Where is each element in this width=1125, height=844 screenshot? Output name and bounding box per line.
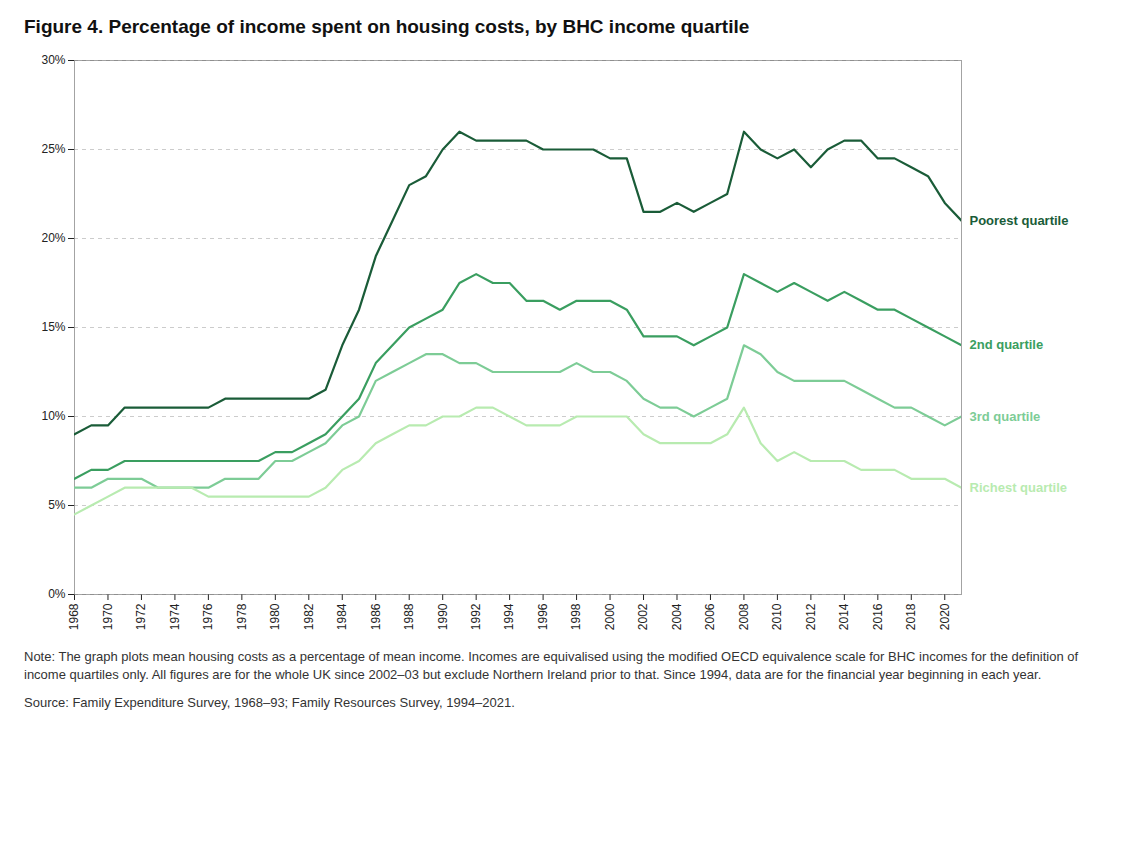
svg-text:1984: 1984 [335,603,349,630]
svg-text:1990: 1990 [436,603,450,630]
svg-text:25%: 25% [41,142,65,156]
svg-text:3rd quartile: 3rd quartile [970,409,1041,424]
svg-text:1974: 1974 [168,603,182,630]
svg-text:10%: 10% [41,409,65,423]
svg-text:2016: 2016 [871,603,885,630]
html-text:Note: The graph plots mean hou: Note: The graph plots mean housing costs… [24,649,1079,683]
svg-text:2nd quartile: 2nd quartile [970,337,1044,352]
svg-text:1996: 1996 [536,603,550,630]
svg-text:2008: 2008 [737,603,751,630]
svg-text:2004: 2004 [670,603,684,630]
svg-text:1970: 1970 [101,603,115,630]
svg-text:1982: 1982 [302,603,316,630]
svg-text:Poorest quartile: Poorest quartile [970,213,1069,228]
svg-text:2006: 2006 [703,603,717,630]
svg-text:1972: 1972 [134,603,148,630]
svg-text:0%: 0% [48,587,66,601]
svg-text:2010: 2010 [770,603,784,630]
svg-text:1988: 1988 [402,603,416,630]
svg-text:1992: 1992 [469,603,483,630]
svg-text:1986: 1986 [369,603,383,630]
svg-text:15%: 15% [41,320,65,334]
html-text:Source: Family Expenditure Sur: Source: Family Expenditure Survey, 1968–… [24,695,515,711]
svg-text:5%: 5% [48,498,66,512]
svg-text:2014: 2014 [837,603,851,630]
svg-text:Richest quartile: Richest quartile [970,480,1068,495]
svg-text:1968: 1968 [67,603,81,630]
svg-text:2012: 2012 [804,603,818,630]
svg-text:2020: 2020 [938,603,952,630]
svg-text:1980: 1980 [268,603,282,630]
svg-text:2002: 2002 [636,603,650,630]
svg-text:30%: 30% [41,53,65,67]
svg-text:1978: 1978 [235,603,249,630]
html-text:Figure 4. Percentage of income: Figure 4. Percentage of income spent on … [24,16,750,37]
svg-text:1998: 1998 [569,603,583,630]
svg-text:1994: 1994 [502,603,516,630]
svg-text:20%: 20% [41,231,65,245]
svg-text:1976: 1976 [201,603,215,630]
svg-text:2000: 2000 [603,603,617,630]
svg-text:2018: 2018 [904,603,918,630]
